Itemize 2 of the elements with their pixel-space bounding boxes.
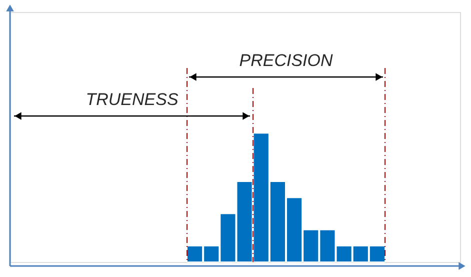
text: TRUENESS <box>86 90 179 109</box>
text: PRECISION <box>239 51 334 70</box>
